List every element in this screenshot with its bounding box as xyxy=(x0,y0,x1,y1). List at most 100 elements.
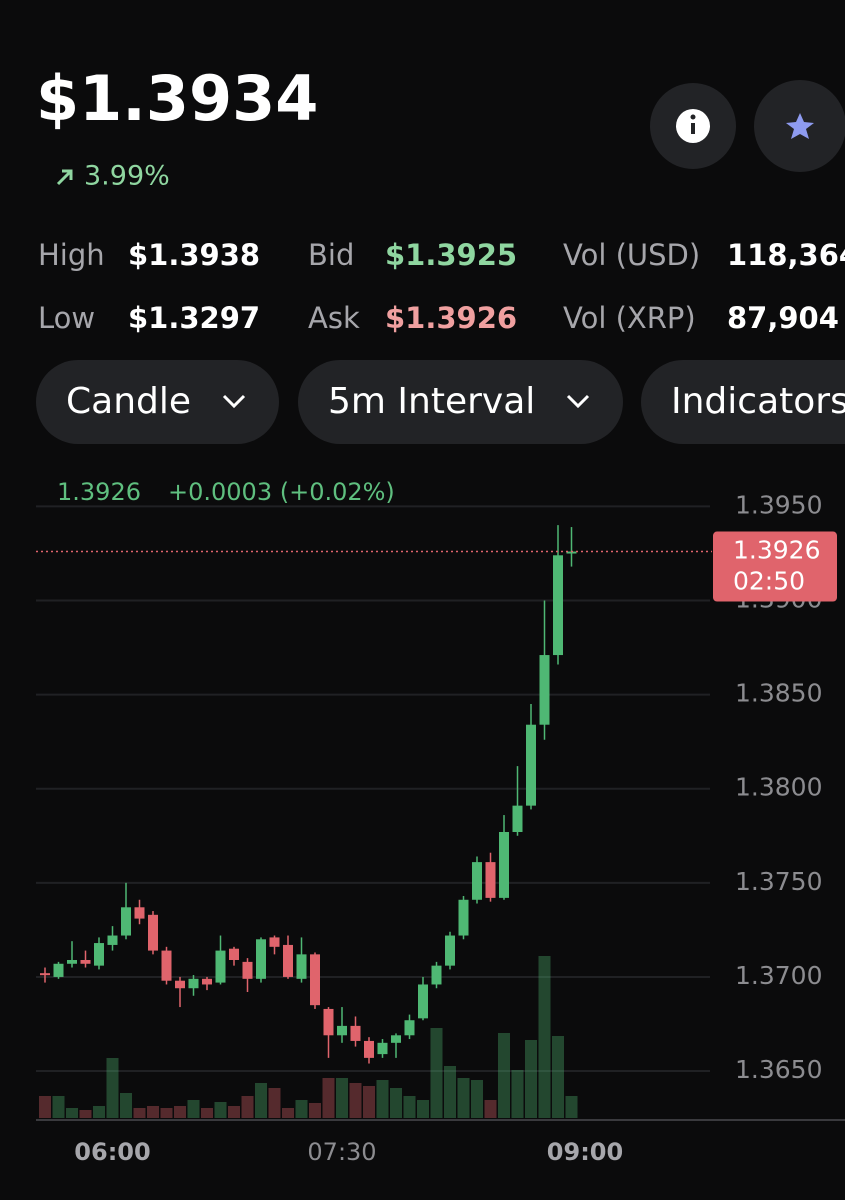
volume-bar xyxy=(417,1100,429,1118)
volume-bar xyxy=(471,1080,483,1118)
info-button[interactable] xyxy=(650,83,736,169)
candle-body xyxy=(323,1008,334,1036)
button-bg xyxy=(641,360,845,444)
candle-body xyxy=(472,862,482,900)
candle-body xyxy=(134,907,145,919)
change: 3.99% xyxy=(84,161,170,192)
stat-label: Ask xyxy=(308,301,360,335)
volume-bar xyxy=(52,1096,65,1118)
y-tick-label: 1.3650 xyxy=(735,1055,822,1084)
candle-body xyxy=(310,954,320,1006)
candle-body xyxy=(296,954,307,979)
chevron xyxy=(222,394,246,409)
volume-bar xyxy=(174,1106,186,1118)
candle-body xyxy=(337,1025,347,1036)
candle-body xyxy=(512,805,523,832)
candle-body xyxy=(53,963,64,977)
price-tag xyxy=(713,531,837,602)
button-bg xyxy=(36,360,279,444)
chevron xyxy=(566,394,590,409)
candle-body xyxy=(229,948,239,960)
candle-body xyxy=(161,950,172,981)
volume-bar xyxy=(349,1083,362,1118)
volume-bar xyxy=(187,1100,200,1118)
volume-bar xyxy=(322,1078,335,1118)
volume-bar xyxy=(255,1083,267,1118)
button-bg xyxy=(298,360,623,444)
volume-bar xyxy=(268,1088,281,1118)
dropdown-button[interactable]: Indicators xyxy=(641,360,845,444)
volume-bar xyxy=(484,1100,497,1118)
volume-bar xyxy=(309,1103,321,1118)
x-tick-label: 09:00 xyxy=(547,1138,623,1166)
volume-bar xyxy=(106,1058,119,1118)
stat-value: $1.3926 xyxy=(385,301,517,335)
y-tick-label: 1.3950 xyxy=(735,490,822,519)
candle-body xyxy=(80,960,91,964)
stat-value: $1.3297 xyxy=(128,301,260,335)
candle-body xyxy=(364,1040,374,1058)
candle-body xyxy=(404,1020,415,1036)
candle-body xyxy=(269,937,280,947)
volume-bar xyxy=(552,1036,564,1118)
stat-value: 87,904 xyxy=(727,301,839,335)
candle-body xyxy=(418,984,428,1019)
volume-bar xyxy=(565,1096,578,1118)
stat-value: 118,364 xyxy=(727,238,845,272)
candle-body xyxy=(175,980,185,989)
button-label: 5m Interval xyxy=(328,381,535,422)
y-tick-label: 1.3800 xyxy=(735,773,822,802)
y-tick-label: 1.3750 xyxy=(735,867,822,896)
candle-body xyxy=(188,978,199,989)
dropdown-button[interactable]: Candle xyxy=(36,360,279,444)
stat-label: Vol (USD) xyxy=(563,238,700,272)
candle-body xyxy=(526,724,536,806)
volume-bar xyxy=(120,1093,132,1118)
volume-bar xyxy=(160,1108,173,1118)
volume-bar xyxy=(525,1040,537,1118)
volume-bar xyxy=(444,1066,456,1118)
stat-label: Vol (XRP) xyxy=(563,301,696,335)
candle-body xyxy=(107,935,118,945)
candle-body xyxy=(485,862,496,898)
volume-bar xyxy=(79,1110,92,1118)
volume-bar xyxy=(363,1086,375,1118)
candle-body xyxy=(499,832,509,898)
volume-bar xyxy=(430,1028,443,1118)
candle-body xyxy=(458,899,469,936)
candle-body xyxy=(202,978,212,985)
stat-label: Bid xyxy=(308,238,354,272)
volume-bar xyxy=(282,1108,294,1118)
volume-bar xyxy=(336,1078,348,1118)
volume-bar xyxy=(93,1106,105,1118)
y-tick-label: 1.3850 xyxy=(735,679,822,708)
candle-body xyxy=(566,551,577,554)
candle-body xyxy=(350,1025,361,1041)
y-tick-label: 1.3700 xyxy=(735,961,822,990)
candle-body xyxy=(391,1035,401,1043)
volume-bar xyxy=(39,1096,51,1118)
x-tick-label: 06:00 xyxy=(74,1138,150,1166)
candle-body xyxy=(67,960,77,964)
volume-bar xyxy=(295,1100,308,1118)
candle-body xyxy=(539,655,550,725)
button-label: Candle xyxy=(66,381,191,422)
volume-bar xyxy=(214,1102,227,1118)
candle-body xyxy=(242,961,253,979)
candle-body xyxy=(445,935,455,966)
volume-bar xyxy=(376,1080,389,1118)
price: $1.3934 xyxy=(36,62,318,135)
dropdown-button[interactable]: 5m Interval xyxy=(298,360,623,444)
volume-bar xyxy=(147,1106,159,1118)
candle-body xyxy=(40,973,50,976)
candle-body xyxy=(121,907,131,936)
price-tag-value: 1.3926 xyxy=(733,536,820,565)
volume-bar xyxy=(457,1078,470,1118)
candle-body xyxy=(283,944,293,977)
volume-bar xyxy=(498,1033,510,1118)
volume-bar xyxy=(66,1108,78,1118)
legend-price: 1.3926 xyxy=(57,478,141,506)
favorite-button[interactable] xyxy=(754,80,845,172)
